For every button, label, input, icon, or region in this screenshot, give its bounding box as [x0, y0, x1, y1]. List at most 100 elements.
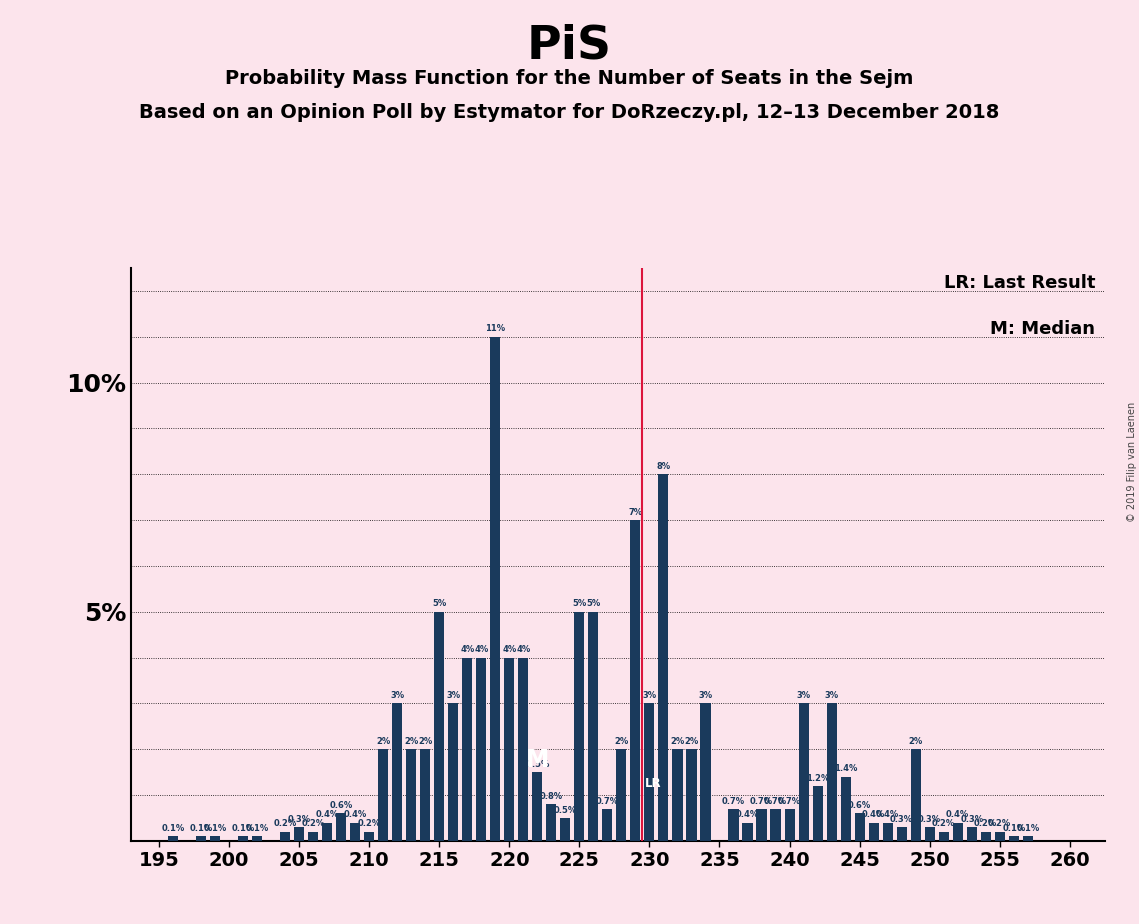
Text: 0.2%: 0.2% [273, 820, 297, 829]
Text: Based on an Opinion Poll by Estymator for DoRzeczy.pl, 12–13 December 2018: Based on an Opinion Poll by Estymator fo… [139, 103, 1000, 123]
Bar [616, 749, 626, 841]
Bar [1009, 836, 1018, 841]
Text: 0.4%: 0.4% [316, 810, 338, 820]
Text: 0.4%: 0.4% [876, 810, 900, 820]
Bar [700, 703, 711, 841]
Bar [645, 703, 655, 841]
Text: 3%: 3% [642, 691, 656, 700]
Bar [518, 658, 528, 841]
Text: 0.6%: 0.6% [849, 801, 871, 810]
Bar [630, 520, 640, 841]
Bar [574, 612, 584, 841]
Text: 0.1%: 0.1% [189, 824, 213, 833]
Text: 0.1%: 0.1% [1016, 824, 1040, 833]
Bar [252, 836, 262, 841]
Bar [196, 836, 206, 841]
Text: 1.5%: 1.5% [526, 760, 549, 769]
Bar [827, 703, 837, 841]
Text: 0.7%: 0.7% [778, 796, 801, 806]
Text: 0.4%: 0.4% [344, 810, 367, 820]
Text: 0.5%: 0.5% [554, 806, 577, 815]
Text: 0.2%: 0.2% [932, 820, 956, 829]
Text: 0.2%: 0.2% [989, 820, 1011, 829]
Text: 0.2%: 0.2% [358, 820, 380, 829]
Bar [841, 777, 851, 841]
Bar [854, 813, 865, 841]
Bar [925, 827, 935, 841]
Text: 7%: 7% [629, 508, 642, 517]
Text: 0.3%: 0.3% [287, 815, 311, 824]
Text: 4%: 4% [474, 645, 489, 654]
Text: LR: LR [645, 777, 661, 790]
Text: Probability Mass Function for the Number of Seats in the Sejm: Probability Mass Function for the Number… [226, 69, 913, 89]
Text: 0.3%: 0.3% [960, 815, 983, 824]
Text: 1.4%: 1.4% [834, 764, 858, 773]
Bar [994, 832, 1005, 841]
Text: 2%: 2% [614, 737, 629, 746]
Text: 1.2%: 1.2% [806, 773, 829, 783]
Text: 8%: 8% [656, 462, 671, 471]
Text: 4%: 4% [460, 645, 475, 654]
Bar [729, 808, 738, 841]
Text: 0.1%: 0.1% [246, 824, 269, 833]
Bar [1023, 836, 1033, 841]
Text: 3%: 3% [446, 691, 460, 700]
Bar [756, 808, 767, 841]
Text: 3%: 3% [698, 691, 713, 700]
Bar [490, 336, 500, 841]
Bar [392, 703, 402, 841]
Bar [560, 818, 571, 841]
Text: M: Median: M: Median [990, 320, 1095, 337]
Text: 0.3%: 0.3% [918, 815, 941, 824]
Text: 5%: 5% [432, 600, 446, 609]
Bar [462, 658, 473, 841]
Bar [547, 804, 556, 841]
Text: 0.7%: 0.7% [596, 796, 618, 806]
Text: 0.1%: 0.1% [1002, 824, 1025, 833]
Bar [505, 658, 515, 841]
Bar [869, 822, 878, 841]
Bar [210, 836, 220, 841]
Bar [687, 749, 697, 841]
Bar [322, 822, 333, 841]
Text: 0.2%: 0.2% [302, 820, 325, 829]
Bar [981, 832, 991, 841]
Text: LR: Last Result: LR: Last Result [943, 274, 1095, 292]
Text: 0.2%: 0.2% [974, 820, 998, 829]
Text: 0.7%: 0.7% [722, 796, 745, 806]
Text: 3%: 3% [391, 691, 404, 700]
Bar [294, 827, 304, 841]
Bar [434, 612, 444, 841]
Text: © 2019 Filip van Laenen: © 2019 Filip van Laenen [1126, 402, 1137, 522]
Text: PiS: PiS [527, 23, 612, 68]
Bar [378, 749, 388, 841]
Text: 0.1%: 0.1% [231, 824, 255, 833]
Bar [812, 785, 822, 841]
Text: 0.7%: 0.7% [749, 796, 773, 806]
Bar [603, 808, 613, 841]
Text: 3%: 3% [796, 691, 811, 700]
Bar [420, 749, 431, 841]
Text: 0.1%: 0.1% [162, 824, 185, 833]
Text: 2%: 2% [404, 737, 418, 746]
Text: 11%: 11% [485, 324, 506, 334]
Bar [364, 832, 375, 841]
Text: 4%: 4% [516, 645, 531, 654]
Bar [589, 612, 598, 841]
Bar [770, 808, 780, 841]
Bar [449, 703, 458, 841]
Bar [238, 836, 248, 841]
Bar [532, 772, 542, 841]
Text: 2%: 2% [418, 737, 433, 746]
Text: 4%: 4% [502, 645, 516, 654]
Text: 5%: 5% [587, 600, 600, 609]
Bar [896, 827, 907, 841]
Text: 0.8%: 0.8% [540, 792, 563, 801]
Bar [167, 836, 178, 841]
Bar [743, 822, 753, 841]
Text: 0.4%: 0.4% [736, 810, 760, 820]
Text: 0.4%: 0.4% [862, 810, 885, 820]
Text: 3%: 3% [825, 691, 838, 700]
Bar [407, 749, 416, 841]
Bar [476, 658, 486, 841]
